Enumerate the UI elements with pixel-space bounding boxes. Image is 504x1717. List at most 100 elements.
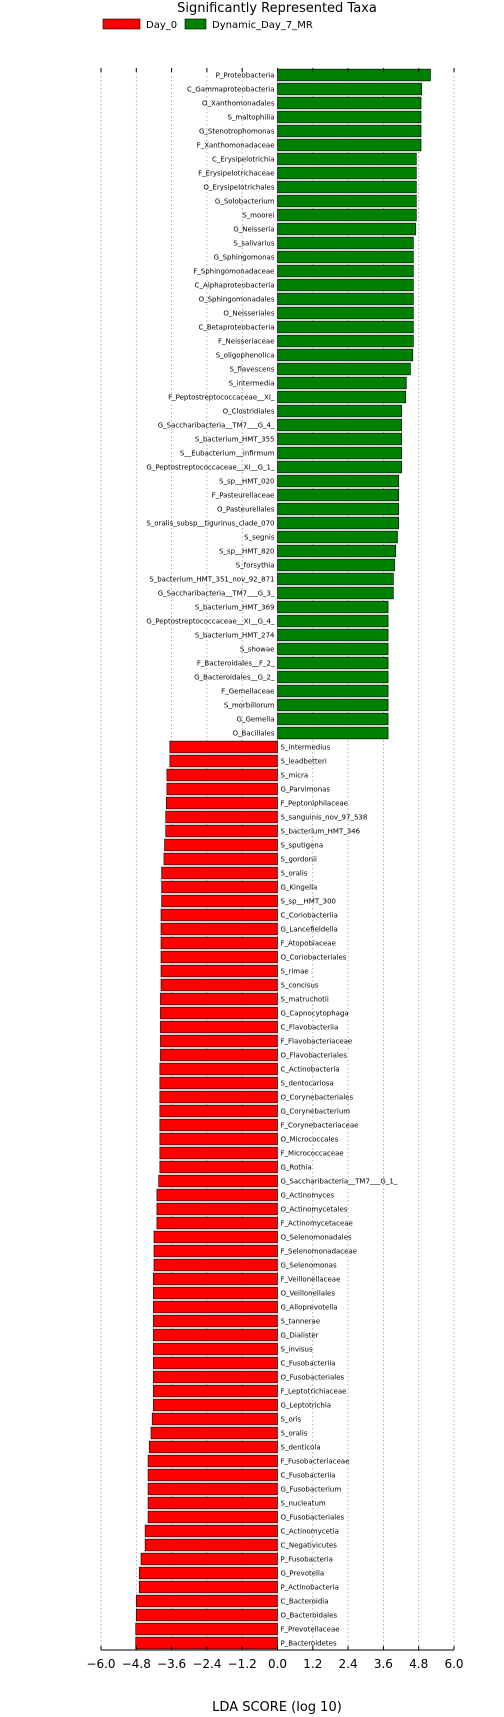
bar-label: C_Coriobacteriia xyxy=(281,912,338,920)
bar-label: F_Prevotellaceae xyxy=(281,1626,340,1634)
bar xyxy=(277,474,399,488)
bar xyxy=(160,1020,278,1034)
bar xyxy=(277,558,395,572)
bar-labels-group: P_Proteobacteria C_Gammaproteobacteria O_X… xyxy=(146,72,397,1648)
bar-label: G_Saccharibacteria__TM7___G_1_ xyxy=(281,1178,398,1186)
bar-label: G_Alloprevotella xyxy=(281,1304,338,1312)
bar-label: O_Fusobacteriales xyxy=(281,1514,345,1522)
bar-label: G_Parvimonas xyxy=(281,786,331,794)
bar xyxy=(277,222,417,236)
bar xyxy=(153,1328,278,1342)
bar xyxy=(277,208,417,222)
bar-label: F_Peptoniphilaceae xyxy=(281,800,348,808)
bar-label: F_Erysipelotrichaceae xyxy=(198,170,274,178)
bar xyxy=(160,992,278,1006)
bar xyxy=(277,166,417,180)
bar-label: S_bacterium_HMT_346 xyxy=(281,828,361,836)
bar-label: C_Gammaproteobacteria xyxy=(187,86,275,94)
bar-label: O_Erysipelotrichales xyxy=(203,184,274,192)
bar-label: O_Bacillales xyxy=(233,730,275,738)
bar xyxy=(153,1356,278,1370)
bar-label: O_Selenomonadales xyxy=(281,1234,353,1242)
bar-label: F_Pasteurellaceae xyxy=(212,492,275,500)
bar-label: S_sp__HMT_020 xyxy=(219,478,274,486)
bar-label: S_matruchotii xyxy=(281,996,329,1004)
bar xyxy=(147,1496,278,1510)
bar xyxy=(159,1132,278,1146)
bar xyxy=(135,1622,278,1636)
bar xyxy=(153,1342,278,1356)
bar xyxy=(159,1118,278,1132)
bar-label: F_Actinomycetaceae xyxy=(281,1220,353,1228)
bar xyxy=(277,460,402,474)
bar xyxy=(148,1440,278,1454)
bar xyxy=(153,1230,278,1244)
bar xyxy=(160,964,278,978)
bar-label: S_oralis_subsp__tigurinus_clade_070 xyxy=(146,520,274,528)
legend: Day_0 Dynamic_Day_7_MR xyxy=(102,18,313,31)
bar-label: F_Xanthomonadaceae xyxy=(197,142,275,150)
bar-label: S_sputigena xyxy=(281,842,324,850)
bar xyxy=(277,264,414,278)
x-tick-label: 1.2 xyxy=(303,1657,322,1671)
bar xyxy=(164,838,278,852)
bar xyxy=(163,852,278,866)
bar-label: F_Sphingomonadaceae xyxy=(193,268,274,276)
bar-label: S_bacterium_HMT_351_nov_92_871 xyxy=(149,576,274,584)
bar xyxy=(158,1174,278,1188)
bar-label: F_Bacteroidales__F_2_ xyxy=(197,660,275,668)
bar xyxy=(166,782,278,796)
bar-label: C_Alphaproteobacteria xyxy=(195,282,275,290)
bar xyxy=(153,1286,278,1300)
bar-label: F_Neisseriaceae xyxy=(218,338,274,346)
bar xyxy=(277,278,414,292)
legend-swatch-dynamic-day-7-mr xyxy=(184,18,207,30)
bar xyxy=(277,250,414,264)
x-tick-label: −2.4 xyxy=(192,1657,221,1671)
bar xyxy=(153,1300,278,1314)
bar xyxy=(140,1552,278,1566)
bar-label: O_Bacteroidales xyxy=(281,1612,338,1620)
bar-label: O_Neisseriales xyxy=(223,310,274,318)
legend-label-dynamic-day-7-mr: Dynamic_Day_7_MR xyxy=(212,20,313,31)
bar-label: S_sp__HMT_300 xyxy=(281,898,336,906)
bar xyxy=(136,1594,278,1608)
bar-label: S_bacterium_HMT_369 xyxy=(195,604,275,612)
bar-label: G_Bacteroidales__G_2_ xyxy=(194,674,275,682)
bar xyxy=(159,1160,278,1174)
bar-label: G_Dialister xyxy=(281,1332,319,1340)
bar-label: G_Peptostreptococcaceae__XI__G_4_ xyxy=(146,618,275,626)
bar xyxy=(277,236,414,250)
bar-label: S_oris xyxy=(281,1416,302,1424)
bar xyxy=(160,1006,278,1020)
bar-label: S_maltophilia xyxy=(227,114,274,122)
bar xyxy=(277,712,389,726)
bar xyxy=(153,1398,278,1412)
bar xyxy=(277,68,431,82)
bar xyxy=(138,1566,278,1580)
bar xyxy=(156,1202,278,1216)
bar xyxy=(160,978,278,992)
bar xyxy=(277,600,389,614)
bar-label: P_Proteobacteria xyxy=(216,72,275,80)
legend-label-day-0: Day_0 xyxy=(146,20,177,31)
bar xyxy=(161,880,278,894)
bar xyxy=(277,138,422,152)
bar xyxy=(166,768,278,782)
bar-label: G_Gemella xyxy=(237,716,275,724)
bar-label: F_Selenomonadaceae xyxy=(281,1248,358,1256)
bar xyxy=(277,306,414,320)
bar-label: O_Micrococcales xyxy=(281,1136,339,1144)
bar xyxy=(277,348,414,362)
bar-label: O_Xanthomonadales xyxy=(202,100,275,108)
bar-label: P_Actinobacteria xyxy=(281,1584,339,1592)
bar-label: F_Leptotrichiaceae xyxy=(281,1388,347,1396)
bar-label: C_Flavobacteriia xyxy=(281,1024,339,1032)
bar xyxy=(277,390,407,404)
bar xyxy=(159,1076,278,1090)
bar xyxy=(165,824,278,838)
bar xyxy=(277,96,422,110)
bar-label: G_Saccharibacteria__TM7___G_3_ xyxy=(158,590,275,598)
bar-label: S_oralis xyxy=(281,870,308,878)
x-axis-label: LDA SCORE (log 10) xyxy=(212,1700,342,1715)
